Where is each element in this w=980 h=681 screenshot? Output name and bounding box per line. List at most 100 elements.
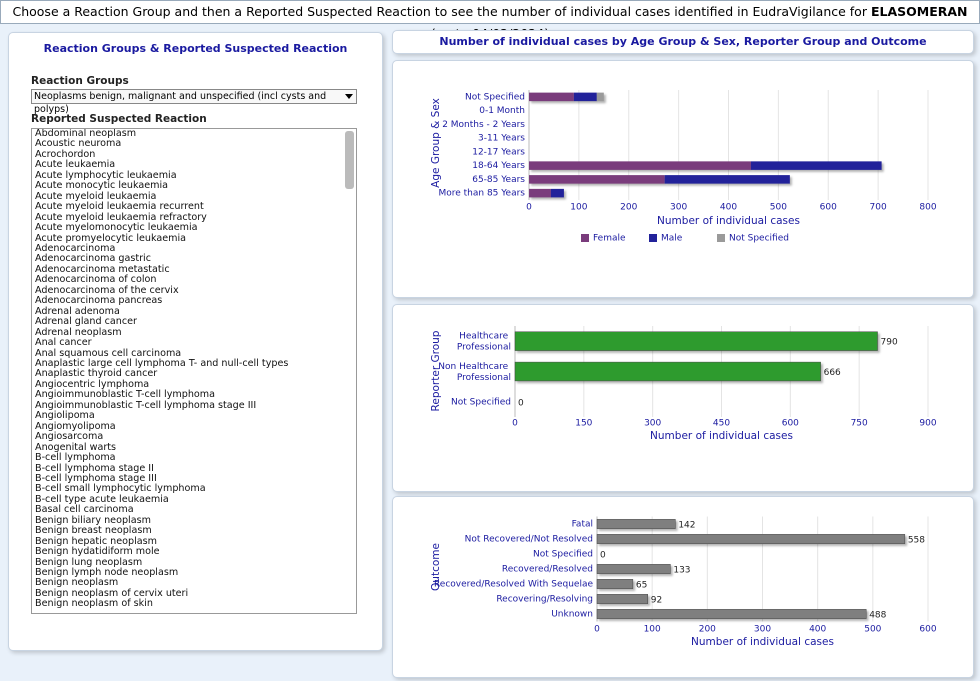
reaction-item[interactable]: Acute monocytic leukaemia — [35, 180, 169, 192]
x-tick-label: 0 — [594, 625, 600, 635]
header: Choose a Reaction Group and then a Repor… — [0, 0, 980, 41]
value-label: 0 — [518, 398, 524, 408]
x-tick-label: 200 — [620, 203, 637, 213]
reaction-item[interactable]: Adenocarcinoma gastric — [35, 253, 152, 265]
reaction-item[interactable]: Anogenital warts — [35, 441, 117, 453]
y-tick-label: Recovering/Resolving — [496, 595, 593, 605]
panel-title: Reaction Groups & Reported Suspected Rea… — [43, 42, 348, 55]
reaction-item[interactable]: Anaplastic thyroid cancer — [35, 368, 158, 380]
reaction-item[interactable]: Benign lung neoplasm — [35, 556, 143, 568]
reaction-item[interactable]: Adenocarcinoma pancreas — [35, 295, 163, 307]
bar — [596, 609, 867, 619]
reaction-item[interactable]: Basal cell carcinoma — [35, 504, 134, 516]
bar — [596, 579, 634, 589]
scrollbar[interactable] — [345, 131, 354, 189]
y-tick-label: 2 Months - 2 Years — [442, 120, 525, 130]
reaction-item[interactable]: Anaplastic large cell lymphoma T- and nu… — [35, 357, 289, 369]
reaction-item[interactable]: B-cell small lymphocytic lymphoma — [35, 483, 206, 495]
bar — [514, 331, 878, 351]
chart: 0 150 300 450 600 750 900 Number of individual … — [430, 326, 937, 442]
reaction-item[interactable]: Anal cancer — [35, 337, 92, 349]
legend-swatch — [649, 234, 657, 242]
legend-label: Female — [593, 234, 626, 244]
x-tick-label: 700 — [870, 203, 887, 213]
reaction-item[interactable]: Angiolipoma — [35, 410, 95, 422]
reaction-item[interactable]: Adenocarcinoma — [35, 242, 116, 254]
bar — [596, 519, 676, 529]
reaction-item[interactable]: Acrochordon — [35, 148, 96, 160]
value-label: 92 — [651, 596, 662, 606]
reaction-item[interactable]: Benign neoplasm of cervix uteri — [35, 587, 189, 599]
reaction-item[interactable]: Adrenal adenoma — [35, 305, 120, 317]
x-tick-label: 400 — [720, 203, 737, 213]
x-tick-label: 300 — [644, 419, 661, 429]
x-tick-label: 800 — [919, 203, 936, 213]
reaction-item[interactable]: Acute lymphocytic leukaemia — [35, 169, 177, 181]
reaction-item[interactable]: B-cell lymphoma — [35, 452, 116, 464]
reaction-item[interactable]: Acute myeloid leukaemia recurrent — [35, 201, 204, 213]
value-label: 133 — [673, 566, 690, 576]
reaction-item[interactable]: Acute myeloid leukaemia — [35, 190, 157, 202]
reaction-item[interactable]: Angioimmunoblastic T-cell lymphoma — [35, 389, 215, 401]
x-tick-label: 200 — [699, 625, 716, 635]
bar-segment — [529, 161, 751, 170]
reaction-item[interactable]: Benign neoplasm of skin — [35, 598, 153, 610]
reaction-item[interactable]: Benign lymph node neoplasm — [35, 567, 179, 579]
reaction-item[interactable]: Adrenal neoplasm — [35, 326, 122, 338]
field-label: Reported Suspected Reaction — [31, 113, 207, 125]
reaction-item[interactable]: Benign breast neoplasm — [35, 525, 152, 537]
x-axis-label: Number of individual cases — [657, 215, 800, 227]
reaction-item[interactable]: Anal squamous cell carcinoma — [35, 347, 182, 359]
y-tick-label: Recovered/Resolved — [502, 565, 593, 575]
y-axis-label: Age Group & Sex — [430, 98, 442, 188]
x-tick-label: 450 — [713, 419, 730, 429]
chart-panel: 0 100 200 300 400 500 600 700 800 Number of indiv… — [392, 60, 974, 298]
reaction-item[interactable]: Benign biliary neoplasm — [35, 514, 151, 526]
reaction-item[interactable]: B-cell lymphoma stage II — [35, 462, 154, 474]
bar-segment — [573, 92, 597, 102]
reaction-item[interactable]: B-cell lymphoma stage III — [35, 472, 157, 484]
x-tick-label: 900 — [919, 419, 936, 429]
reaction-item[interactable]: B-cell type acute leukaemia — [35, 493, 169, 505]
y-tick-label: Not Specified — [465, 92, 525, 102]
drug-name: ELASOMERAN — [870, 4, 968, 19]
reaction-item[interactable]: Angioimmunoblastic T-cell lymphoma stage… — [35, 399, 257, 411]
reaction-item[interactable]: Benign neoplasm — [35, 577, 119, 589]
reaction-item[interactable]: Acute myelomonocytic leukaemia — [35, 222, 198, 234]
reaction-item[interactable]: Acute leukaemia — [35, 159, 116, 171]
reaction-item[interactable]: Benign hydatidiform mole — [35, 546, 160, 558]
x-tick-label: 400 — [809, 625, 826, 635]
legend-swatch — [717, 234, 725, 242]
x-tick-label: 300 — [754, 625, 771, 635]
reaction-item[interactable]: Adenocarcinoma metastatic — [35, 263, 170, 275]
legend-label: Not Specified — [729, 234, 789, 244]
x-tick-label: 500 — [770, 203, 787, 213]
reaction-item[interactable]: Angiomyolipoma — [35, 420, 116, 432]
value-label: 666 — [824, 368, 841, 378]
chart-panel: 0 100 200 300 400 500 600 Number of individual … — [392, 496, 974, 678]
y-tick-label: More than 85 Years — [438, 189, 525, 199]
y-tick-label: Healthcare Professional — [457, 331, 511, 352]
bar-segment — [529, 175, 665, 184]
reaction-item[interactable]: Abdominal neoplasm — [35, 128, 137, 139]
reaction-item[interactable]: Acute promyelocytic leukaemia — [35, 232, 187, 244]
y-tick-label: 0-1 Month — [479, 106, 525, 116]
reaction-item[interactable]: Adenocarcinoma of the cervix — [35, 284, 179, 296]
reaction-item[interactable]: Acoustic neuroma — [35, 138, 122, 150]
reaction-item[interactable]: Angiosarcoma — [35, 431, 104, 443]
reaction-item[interactable]: Angiocentric lymphoma — [35, 378, 150, 390]
x-tick-label: 600 — [919, 625, 936, 635]
bar-segment — [529, 188, 551, 198]
group-select[interactable]: Neoplasms benign, malignant and unspecif… — [31, 89, 357, 115]
reaction-item[interactable]: Benign hepatic neoplasm — [35, 535, 157, 547]
reaction-item[interactable]: Acute myeloid leukaemia refractory — [35, 211, 207, 223]
y-tick-label: Recovered/Resolved With Sequelae — [434, 580, 594, 590]
legend-label: Male — [661, 234, 683, 244]
y-tick-label: 3-11 Years — [478, 134, 525, 144]
reaction-list[interactable]: Abdominal neoplasm Acoustic neuroma Acroch… — [31, 128, 357, 614]
reaction-item[interactable]: Adrenal gland cancer — [35, 316, 138, 328]
legend-swatch — [581, 234, 589, 242]
reaction-item[interactable]: Adenocarcinoma of colon — [35, 274, 157, 286]
x-tick-label: 300 — [670, 203, 687, 213]
